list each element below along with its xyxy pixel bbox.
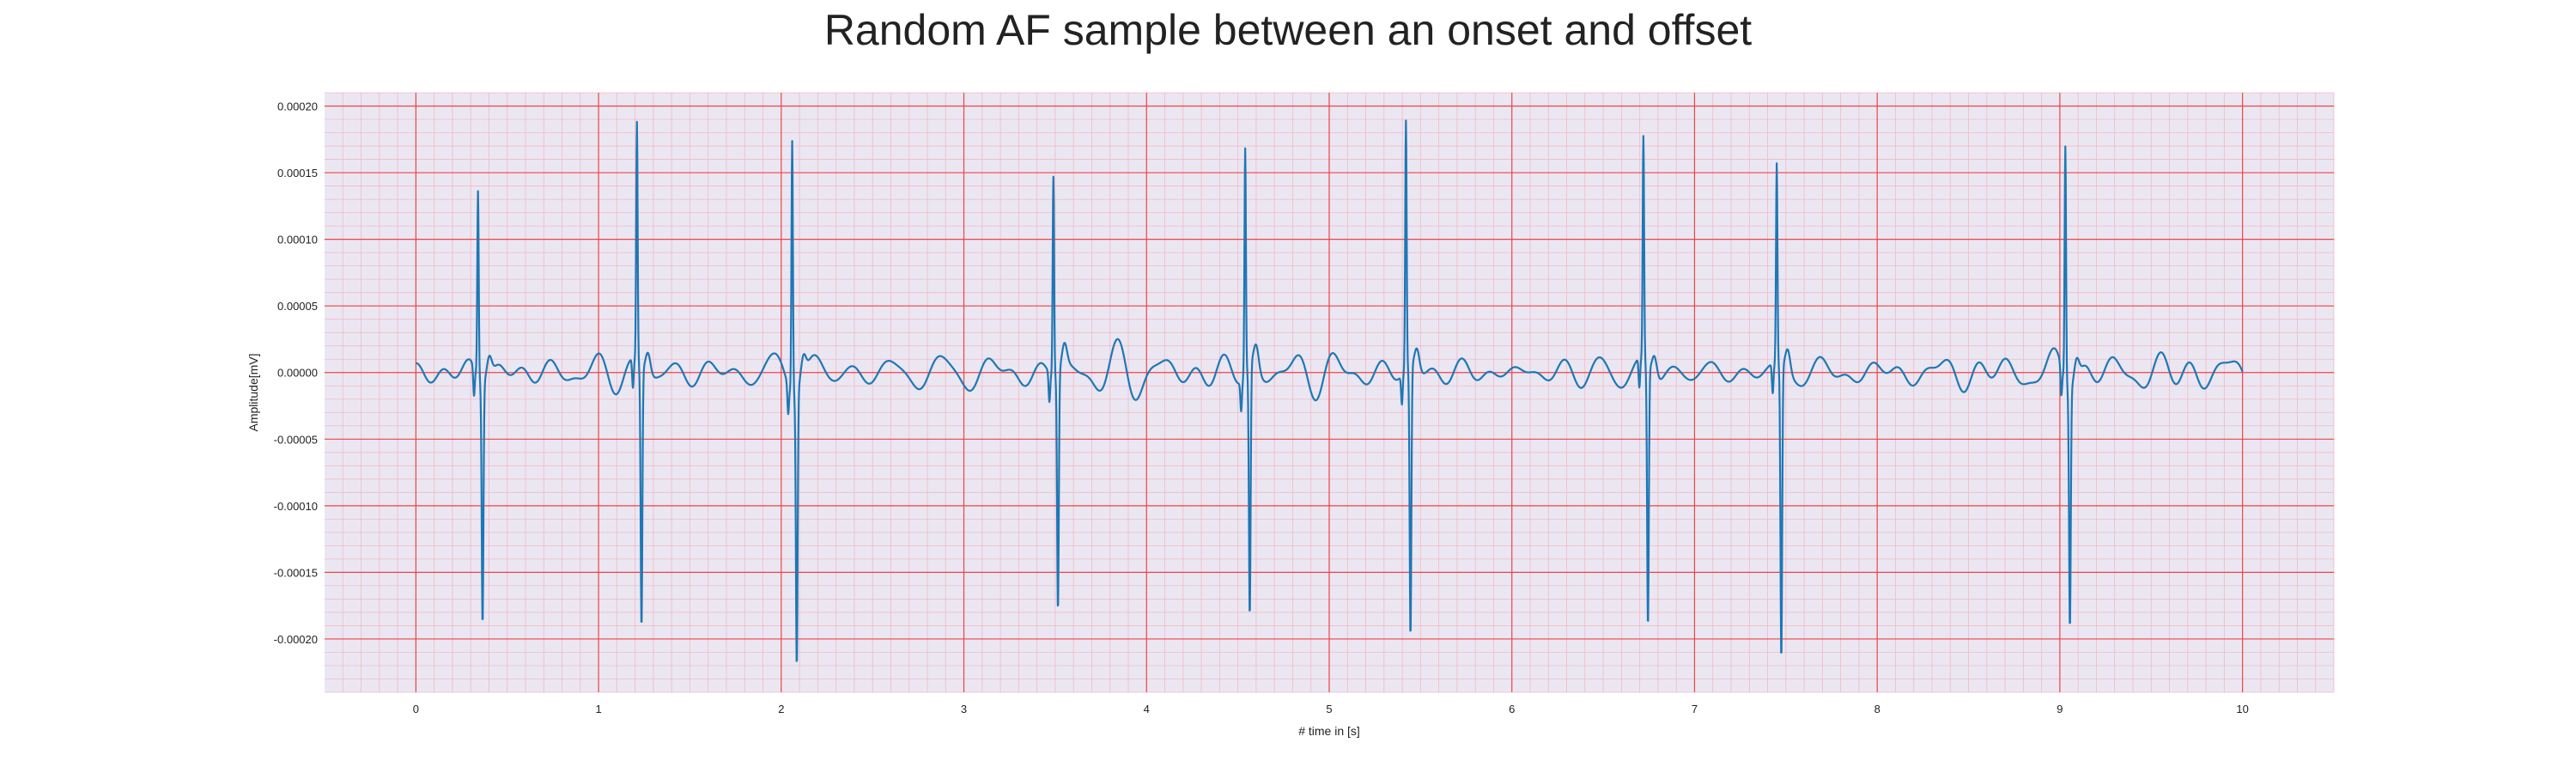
x-tick-label: 6 <box>1509 703 1515 715</box>
x-tick-label: 3 <box>961 703 967 715</box>
y-tick-label: 0.00015 <box>277 167 318 180</box>
x-tick-label: 0 <box>413 703 419 715</box>
y-tick-label: 0.00005 <box>277 300 318 313</box>
x-tick-label: 2 <box>778 703 784 715</box>
x-tick-label: 4 <box>1144 703 1150 715</box>
x-axis-label: # time in [s] <box>1298 724 1360 738</box>
y-tick-label: -0.00015 <box>274 566 318 579</box>
y-tick-label: 0.00000 <box>277 367 318 380</box>
x-tick-labels: 0 1 2 3 4 5 6 7 8 9 10 <box>413 703 2249 715</box>
x-tick-label: 5 <box>1326 703 1332 715</box>
y-tick-labels: 0.00020 0.00015 0.00010 0.00005 0.00000 -0.00… <box>274 100 318 646</box>
major-grid <box>325 93 2334 692</box>
x-tick-label: 10 <box>2236 703 2248 715</box>
ecg-signal-line <box>415 119 2244 662</box>
x-tick-label: 8 <box>1874 703 1880 715</box>
y-tick-label: 0.00010 <box>277 234 318 247</box>
y-tick-label: -0.00020 <box>274 633 318 646</box>
x-tick-label: 9 <box>2057 703 2063 715</box>
y-tick-label: 0.00020 <box>277 100 318 113</box>
y-tick-label: -0.00010 <box>274 500 318 513</box>
y-axis-label: Amplitude[mV] <box>246 353 260 431</box>
x-tick-label: 1 <box>595 703 601 715</box>
series-layer <box>415 119 2244 662</box>
x-tick-label: 7 <box>1692 703 1698 715</box>
y-tick-label: -0.00005 <box>274 433 318 446</box>
chart-title: Random AF sample between an onset and of… <box>823 6 1753 54</box>
